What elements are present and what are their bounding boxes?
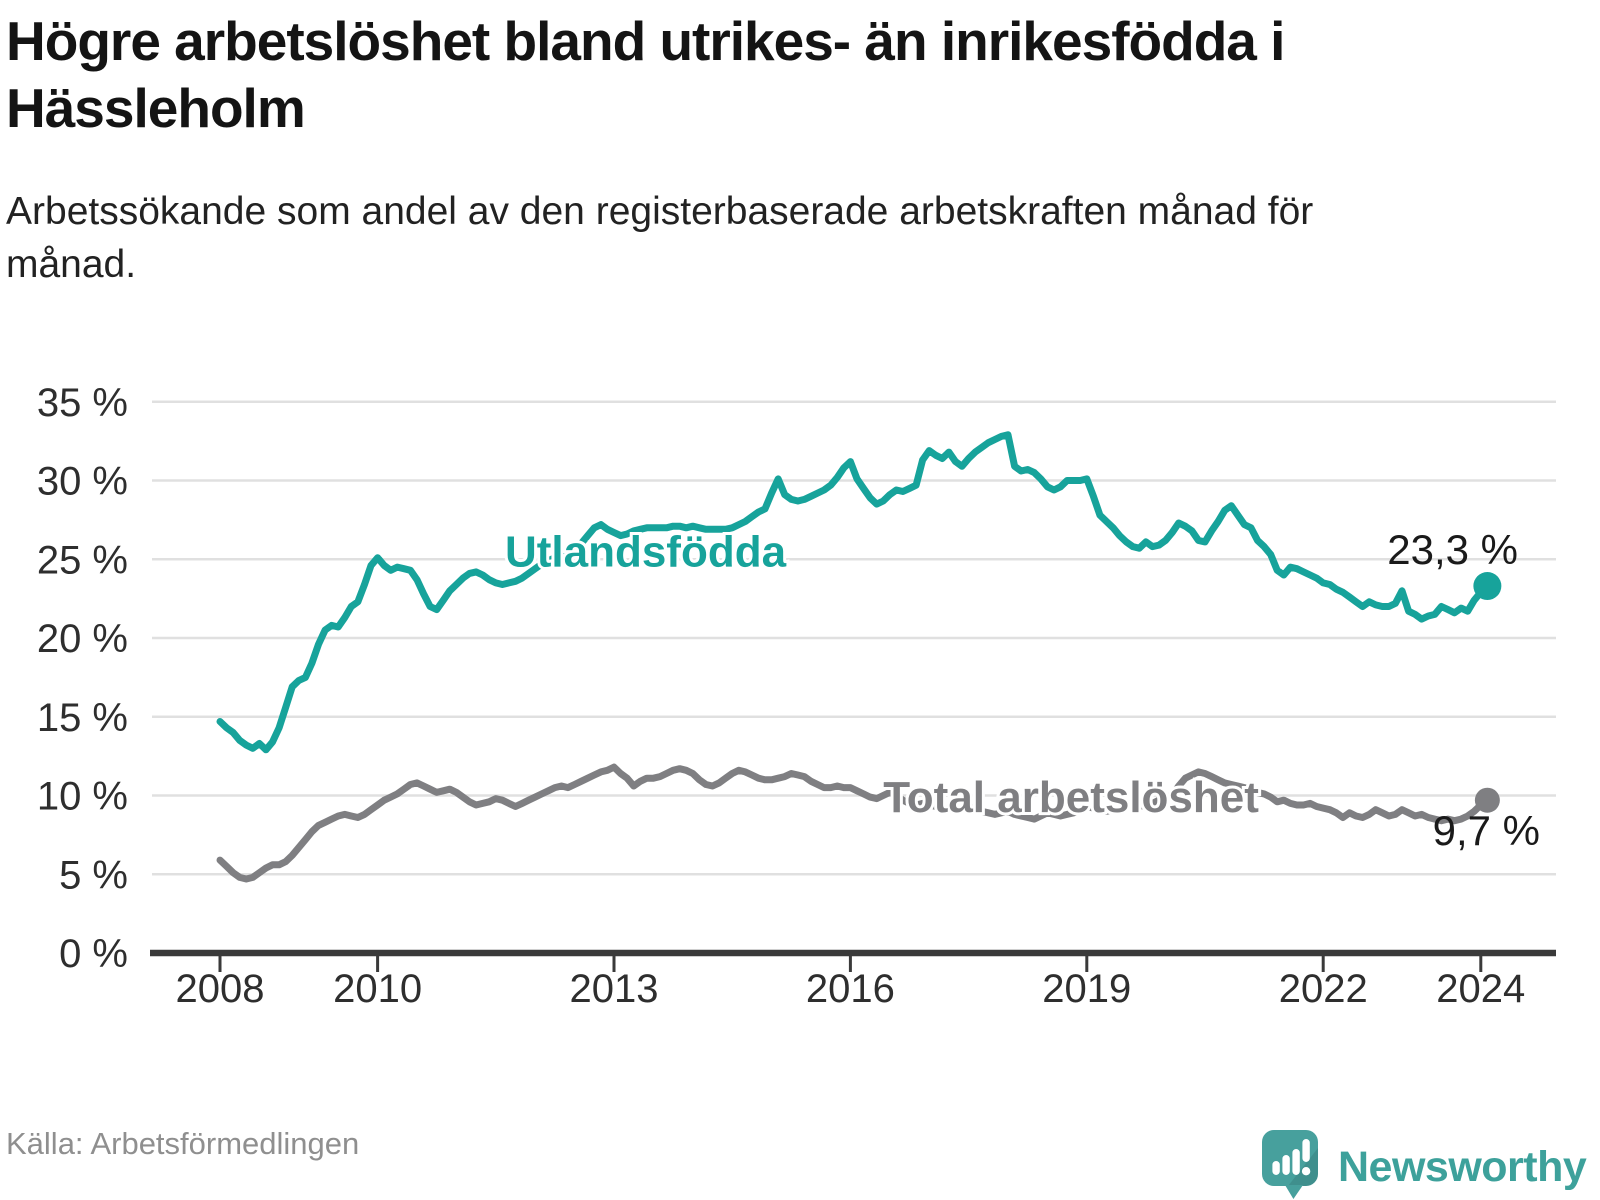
series-inline-label: Utlandsfödda (505, 527, 787, 576)
chart-labels: 0 % 5 % 10 % 15 % 20 % 25 % 30 % 35 % 2008 2010 20… (37, 381, 1540, 1011)
x-tick-label: 2016 (806, 967, 895, 1011)
y-tick-label: 15 % (37, 696, 128, 740)
y-tick-label: 25 % (37, 538, 128, 582)
newsworthy-bubble-icon (1262, 1130, 1318, 1199)
chart-subtitle: Arbetssökande som andel av den registerb… (6, 190, 1314, 286)
x-tick-label: 2008 (176, 967, 265, 1011)
series-end-dot (1474, 787, 1500, 813)
end-value-label: 23,3 % (1387, 526, 1518, 573)
series-lines (216, 431, 1491, 883)
y-tick-label: 10 % (37, 775, 128, 819)
chart-title: Högre arbetslöshet bland utrikes- än inr… (6, 10, 1285, 140)
x-tick-label: 2019 (1042, 967, 1131, 1011)
newsworthy-logo: Newsworthy (1262, 1130, 1587, 1200)
logo-bar-chart-icon (1272, 1139, 1311, 1176)
x-tick-label: 2022 (1279, 967, 1368, 1011)
x-tick-label: 2024 (1436, 967, 1525, 1011)
x-tick-label: 2010 (333, 967, 422, 1011)
end-value-label: 9,7 % (1433, 807, 1540, 854)
x-axis (150, 949, 1556, 972)
series-end-dot (1473, 572, 1502, 601)
y-tick-label: 0 % (59, 932, 128, 976)
series-inline-label: Total arbetslöshet (883, 773, 1259, 822)
y-tick-label: 35 % (37, 381, 128, 425)
y-tick-label: 30 % (37, 460, 128, 504)
newsworthy-wordmark: Newsworthy (1338, 1142, 1587, 1191)
source-note: Källa: Arbetsförmedlingen (6, 1126, 360, 1161)
x-tick-label: 2013 (570, 967, 659, 1011)
y-tick-label: 20 % (37, 617, 128, 661)
series-line-total-arbetsl-shet (216, 763, 1491, 883)
line-chart: 0 % 5 % 10 % 15 % 20 % 25 % 30 % 35 % 2008 2010 20… (37, 381, 1556, 1011)
y-tick-label: 5 % (59, 853, 128, 897)
series-line-utlandsf-dda (216, 431, 1491, 754)
